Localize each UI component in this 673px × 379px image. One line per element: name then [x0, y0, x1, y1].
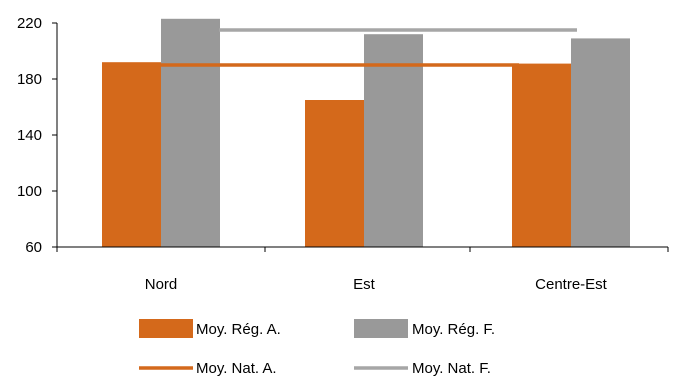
legend-swatch	[354, 319, 408, 338]
legend-label: Moy. Rég. F.	[412, 321, 495, 338]
legend: Moy. Rég. A. Moy. Rég. F. Moy. Nat. A. Moy.…	[139, 319, 495, 377]
y-tick-label: 180	[17, 71, 42, 88]
legend-label: Moy. Rég. A.	[196, 321, 281, 338]
y-tick-label: 60	[25, 239, 42, 256]
legend-item: Moy. Nat. A.	[139, 360, 277, 377]
y-tick-label: 100	[17, 183, 42, 200]
plot-area	[102, 18, 630, 248]
x-tick-label: Est	[353, 276, 376, 293]
legend-item: Moy. Nat. F.	[354, 360, 491, 377]
bar-moy-reg-a-centre-est	[512, 63, 571, 247]
y-tick-label: 140	[17, 127, 42, 144]
bar-moy-reg-f-est	[364, 34, 423, 248]
legend-item: Moy. Rég. F.	[354, 319, 495, 338]
legend-label: Moy. Nat. F.	[412, 360, 491, 377]
bar-moy-reg-a-nord	[102, 62, 161, 248]
legend-label: Moy. Nat. A.	[196, 360, 277, 377]
x-tick-label: Centre-Est	[535, 276, 608, 293]
y-tick-label: 220	[17, 15, 42, 32]
legend-swatch	[139, 319, 193, 338]
bar-moy-reg-f-centre-est	[571, 38, 630, 248]
axes: 60 100 140 180 220 Nord Est Centre-Est	[17, 15, 669, 293]
x-tick-label: Nord	[145, 276, 178, 293]
legend-item: Moy. Rég. A.	[139, 319, 281, 338]
bar-moy-reg-f-nord	[161, 18, 220, 247]
bar-moy-reg-a-est	[305, 100, 364, 247]
